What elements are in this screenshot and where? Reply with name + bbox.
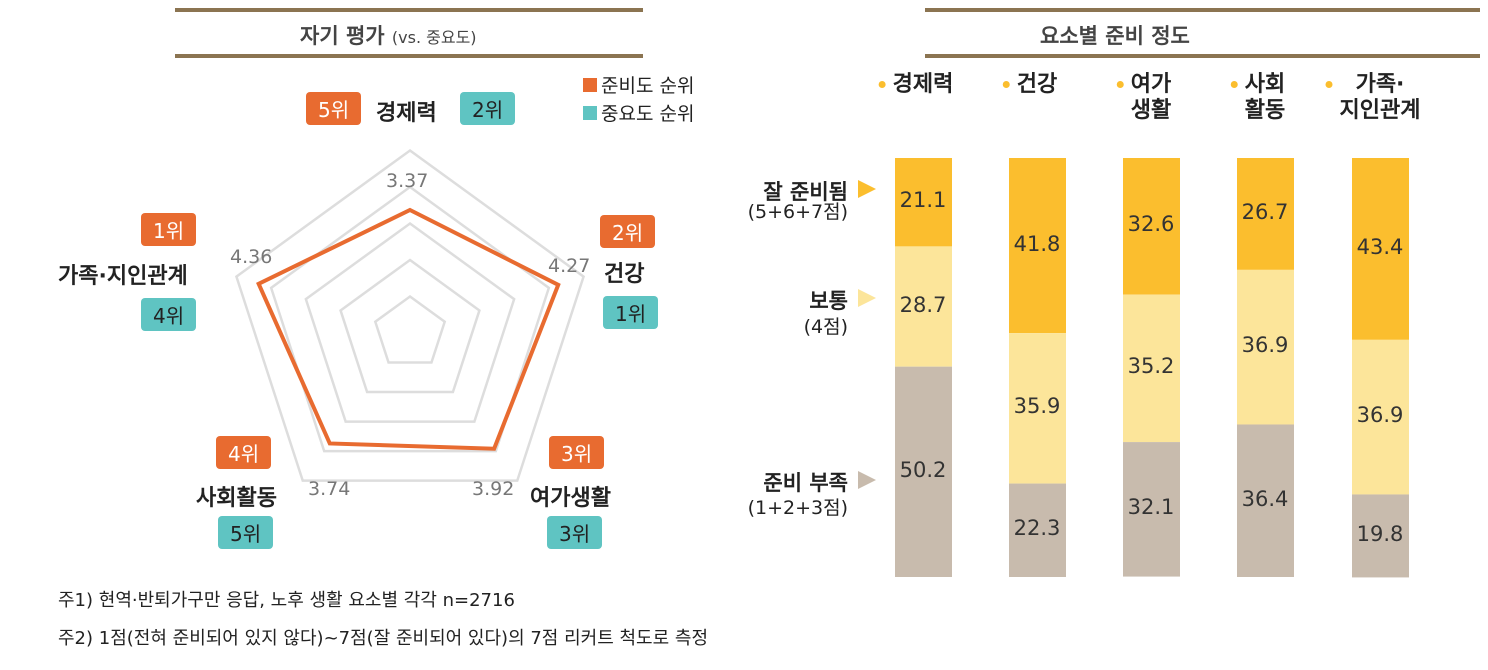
radar-ring [234,148,586,482]
radar-ring [339,258,481,394]
series-label: 잘 준비됨 [763,180,848,204]
radar-axis-label: 사회활동 [196,486,277,511]
readiness-rank-badge: 2위 [600,215,656,248]
bar-category-label: 사회 활동 [1230,72,1285,124]
radar-value-label: 4.27 [548,255,591,277]
radar-value-label: 3.92 [472,478,515,500]
bar-segment [895,366,952,577]
legend-swatch [583,106,597,120]
bar-category-label: 건강 [1002,72,1057,98]
bar-value-label: 43.4 [1356,234,1404,259]
radar-axis-label: 가족·지인관계 [58,264,188,289]
radar-title-sub: (vs. 중요도) [391,28,477,47]
bar-value-label: 26.7 [1241,199,1289,224]
title-rule [175,54,643,58]
radar-ring [304,221,516,423]
bar-value-label: 36.4 [1241,486,1289,511]
bar-segment [1009,483,1066,577]
bullet-icon [1002,81,1010,88]
title-rule [925,8,1480,12]
bar-segment [1123,294,1180,443]
series-sublabel: (4점) [803,316,848,338]
bar-value-label: 32.6 [1127,212,1175,237]
bar-value-label: 19.8 [1356,521,1404,546]
title-rule [925,54,1480,58]
series-label: 보통 [809,289,848,313]
readiness-rank-badge: 1위 [141,213,197,246]
bar-category-label: 가족· 지인관계 [1325,72,1420,124]
legend-readiness: 준비도 순위 [583,72,694,100]
bar-value-label: 22.3 [1013,516,1061,541]
footnote-1: 주1) 현역·반퇴가구만 응답, 노후 생활 요소별 각각 n=2716 [58,590,515,611]
legend-label: 준비도 순위 [601,75,695,97]
radar-axis-label: 건강 [604,262,645,287]
bar-category-label: 경제력 [878,72,953,98]
footnote-2: 주2) 1점(전혀 준비되어 있지 않다)~7점(잘 준비되어 있다)의 7점 … [58,628,709,649]
bullet-icon [1116,81,1124,88]
legend-swatch [583,78,597,92]
bar-segment [1123,158,1180,295]
radar-series-line [256,207,561,451]
radar-value-label: 3.74 [308,478,351,500]
importance-rank-badge: 2위 [460,92,516,125]
radar-axis-label: 여가생활 [530,486,611,511]
bar-segment [1123,442,1180,577]
radar-title: 자기 평가 (vs. 중요도) [300,20,477,50]
bar-value-label: 21.1 [899,188,947,213]
bar-value-label: 36.9 [1356,403,1404,428]
triangle-pointer-icon [858,471,876,489]
bar-value-label: 41.8 [1013,231,1061,256]
bar-segment [1237,424,1294,577]
bar-value-label: 28.7 [899,292,947,317]
readiness-rank-badge: 3위 [549,436,605,469]
legend-label: 중요도 순위 [601,103,695,125]
bar-segment [1352,339,1409,495]
bar-segment [1352,158,1409,340]
bar-value-label: 32.1 [1127,495,1175,520]
title-rule [175,8,643,12]
bar-value-label: 35.2 [1127,354,1175,379]
importance-rank-badge: 3위 [547,516,603,549]
bullet-icon [878,81,886,88]
bar-value-label: 35.9 [1013,394,1061,419]
bar-value-label: 50.2 [899,457,947,482]
bar-value-label: 36.9 [1241,333,1289,358]
importance-rank-badge: 1위 [603,296,659,329]
readiness-rank-badge: 4위 [216,436,272,469]
bar-segment [1237,158,1294,270]
bar-segment [1009,158,1066,334]
bar-category-label: 여가 생활 [1116,72,1171,124]
bar-segment [895,158,952,247]
series-sublabel: (1+2+3점) [747,497,848,519]
readiness-rank-badge: 5위 [306,92,362,125]
footnotes: 주1) 현역·반퇴가구만 응답, 노후 생활 요소별 각각 n=2716 주2)… [58,582,708,658]
bar-title: 요소별 준비 정도 [1040,24,1190,48]
bar-segment [895,246,952,367]
radar-title-main: 자기 평가 [300,24,385,48]
bullet-icon [1230,81,1238,88]
radar-axis-label: 경제력 [376,101,437,126]
importance-rank-badge: 5위 [218,516,274,549]
bar-segment [1352,494,1409,578]
triangle-pointer-icon [858,180,876,198]
bar-segment [1237,269,1294,425]
series-sublabel: (5+6+7점) [747,201,848,223]
bullet-icon [1325,81,1333,88]
bar-segment [1009,333,1066,484]
legend: 준비도 순위 중요도 순위 [583,72,694,128]
radar-ring [373,294,447,364]
importance-rank-badge: 4위 [141,298,197,331]
series-label: 준비 부족 [763,471,848,495]
triangle-pointer-icon [858,289,876,307]
radar-value-label: 3.37 [386,170,429,192]
radar-ring [269,185,551,453]
legend-importance: 중요도 순위 [583,100,694,128]
radar-value-label: 4.36 [230,246,273,268]
